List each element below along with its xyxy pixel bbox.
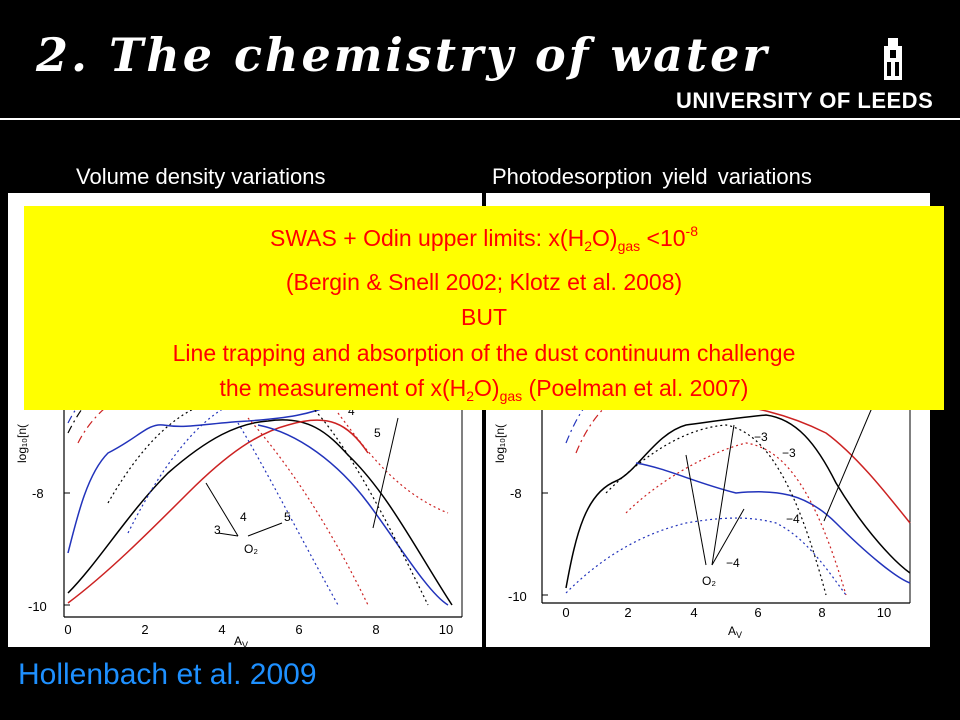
left-annot-4b: 4 <box>240 510 247 524</box>
left-xlabel: AV <box>234 634 248 647</box>
left-xtick-6: 6 <box>295 622 302 637</box>
tower-icon <box>884 38 902 80</box>
right-xtick-2: 2 <box>624 605 631 620</box>
slide-title: 2. The chemistry of water <box>36 28 770 82</box>
university-logo-text: UNIVERSITY OF LEEDS <box>676 88 934 113</box>
right-annot-m3a: −3 <box>754 430 768 444</box>
left-panel-label: Volume density variations <box>68 162 334 192</box>
right-annot-m4a: −4 <box>786 512 800 526</box>
right-annot-m4b: −4 <box>726 556 740 570</box>
callout-line-4: Line trapping and absorption of the dust… <box>172 339 796 366</box>
right-ylabel: log₁₀[n( <box>493 424 507 463</box>
left-xtick-0: 0 <box>64 622 71 637</box>
right-xtick-10: 10 <box>877 605 891 620</box>
right-panel-label: Photodesorption yield variations <box>484 162 820 192</box>
callout-line-3: BUT <box>461 304 507 330</box>
citation-credit: Hollenbach et al. 2009 <box>18 658 317 691</box>
left-annot-5b: 5 <box>284 510 291 524</box>
left-xtick-2: 2 <box>141 622 148 637</box>
right-xlabel: AV <box>728 624 742 640</box>
left-annot-5a: 5 <box>374 426 381 440</box>
left-ytick-2: -10 <box>28 599 47 614</box>
header-divider <box>0 118 960 120</box>
left-xtick-8: 8 <box>372 622 379 637</box>
right-annot-o2: O₂ <box>702 574 716 588</box>
callout-line-5: the measurement of x(H2O)gas (Poelman et… <box>219 375 749 404</box>
right-xtick-6: 6 <box>754 605 761 620</box>
left-ytick-1: -8 <box>32 486 44 501</box>
callout-line-2: (Bergin & Snell 2002; Klotz et al. 2008) <box>285 268 683 295</box>
left-xtick-4: 4 <box>218 622 225 637</box>
left-xtick-10: 10 <box>439 622 453 637</box>
left-annot-o2: O₂ <box>244 542 258 556</box>
right-xtick-0: 0 <box>562 605 569 620</box>
left-ylabel: log₁₀[n( <box>15 424 29 463</box>
right-xtick-4: 4 <box>690 605 697 620</box>
callout-box: SWAS + Odin upper limits: x(H2O)gas <10-… <box>24 206 944 410</box>
right-annot-m3b: −3 <box>782 446 796 460</box>
left-annot-4a: 4 <box>348 404 355 418</box>
right-ytick-1: -8 <box>510 486 522 501</box>
right-ytick-2: -10 <box>508 589 527 604</box>
left-annot-3: 3 <box>214 523 221 537</box>
right-xtick-8: 8 <box>818 605 825 620</box>
callout-line-1: SWAS + Odin upper limits: x(H2O)gas <10-… <box>269 223 698 254</box>
